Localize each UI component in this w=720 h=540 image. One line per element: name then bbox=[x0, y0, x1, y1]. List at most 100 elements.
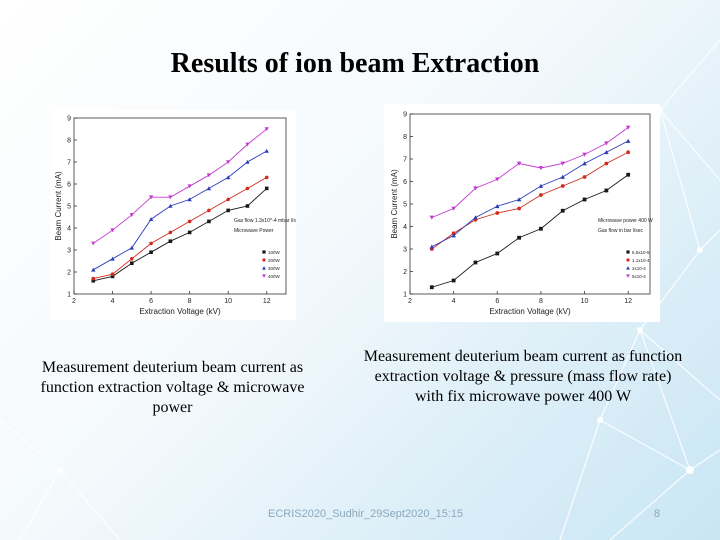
data-point bbox=[538, 183, 544, 188]
data-point bbox=[245, 186, 250, 191]
y-tick-label: 4 bbox=[403, 224, 407, 231]
data-point bbox=[149, 250, 153, 254]
x-tick-label: 10 bbox=[224, 298, 232, 305]
x-tick-label: 6 bbox=[495, 298, 499, 305]
data-point bbox=[538, 166, 544, 171]
chart-pressure: 2 4 6 8 10 12 1 2 3 4 5 6 7 8 9 Extraction Voltage (kV)… bbox=[384, 104, 660, 322]
x-tick-label: 4 bbox=[111, 298, 115, 305]
y-tick-label: 9 bbox=[67, 116, 71, 123]
data-point bbox=[91, 279, 96, 283]
series-line bbox=[93, 128, 268, 244]
series-line bbox=[431, 127, 629, 218]
data-point bbox=[264, 127, 269, 132]
data-point bbox=[206, 173, 212, 178]
legend-marker bbox=[262, 250, 266, 254]
y-tick-label: 9 bbox=[403, 112, 407, 119]
data-point bbox=[560, 161, 566, 166]
data-point bbox=[582, 175, 587, 179]
data-point bbox=[582, 197, 587, 202]
series-line bbox=[431, 151, 629, 250]
data-point bbox=[226, 175, 231, 180]
data-point bbox=[517, 235, 521, 240]
data-point bbox=[207, 219, 211, 224]
data-point bbox=[149, 241, 153, 246]
legend-marker bbox=[262, 266, 266, 270]
data-point bbox=[560, 184, 565, 188]
data-point bbox=[264, 148, 269, 153]
y-tick-label: 3 bbox=[403, 247, 407, 254]
series-line bbox=[431, 140, 629, 248]
data-point bbox=[494, 177, 500, 182]
annotation-text: Microwave Power bbox=[234, 228, 274, 234]
annotation-text: Gas flow in bar l/sec bbox=[598, 228, 644, 234]
legend-entry: 200W bbox=[268, 258, 281, 263]
legend-entry: 5x10-4 bbox=[632, 274, 646, 279]
data-point bbox=[473, 260, 478, 265]
data-point bbox=[494, 203, 500, 209]
y-tick-label: 2 bbox=[67, 270, 71, 277]
data-point bbox=[168, 230, 173, 235]
data-point bbox=[226, 208, 230, 213]
data-point bbox=[148, 195, 154, 200]
data-point bbox=[604, 141, 609, 146]
data-point bbox=[130, 257, 134, 261]
series-line bbox=[93, 150, 267, 271]
data-point bbox=[187, 230, 192, 235]
x-tick-label: 8 bbox=[188, 298, 192, 305]
data-point bbox=[604, 188, 609, 193]
y-axis-label: Beam Current (mA) bbox=[54, 171, 63, 241]
data-point bbox=[226, 197, 230, 202]
x-axis-label: Extraction Voltage (kV) bbox=[139, 307, 221, 316]
data-point bbox=[91, 241, 96, 246]
x-tick-label: 2 bbox=[408, 298, 412, 305]
series-line bbox=[431, 174, 629, 288]
plot-frame bbox=[73, 117, 287, 295]
series-line bbox=[93, 177, 267, 280]
data-point bbox=[516, 197, 522, 202]
annotation-text: Microwave power 400 W bbox=[598, 218, 653, 224]
data-point bbox=[626, 150, 631, 155]
data-point bbox=[245, 142, 250, 147]
annotation-text: Gas flow 1.3x10^-4 mbar l/s bbox=[234, 218, 296, 224]
y-tick-label: 4 bbox=[67, 226, 71, 233]
legend-marker bbox=[626, 258, 630, 262]
data-point bbox=[91, 267, 96, 272]
data-point bbox=[110, 274, 115, 279]
data-point bbox=[582, 161, 587, 166]
data-point bbox=[187, 184, 192, 189]
data-point bbox=[206, 186, 212, 191]
data-point bbox=[148, 217, 154, 221]
x-tick-label: 12 bbox=[624, 298, 632, 305]
series-line bbox=[93, 188, 268, 282]
x-tick-label: 4 bbox=[452, 298, 456, 305]
data-point bbox=[187, 219, 192, 224]
legend-marker bbox=[262, 274, 266, 278]
data-point bbox=[110, 256, 115, 261]
data-point bbox=[207, 208, 211, 213]
caption-power: Measurement deuterium beam current as fu… bbox=[40, 359, 305, 416]
data-point bbox=[473, 215, 478, 220]
y-tick-label: 3 bbox=[67, 248, 71, 255]
legend-marker bbox=[626, 266, 630, 270]
data-point bbox=[168, 195, 173, 200]
data-point bbox=[451, 278, 456, 283]
legend-entry: 1.1x10-4 bbox=[632, 258, 650, 263]
data-point bbox=[129, 213, 134, 217]
data-point bbox=[168, 239, 173, 243]
y-tick-label: 7 bbox=[67, 160, 71, 167]
data-point bbox=[451, 206, 456, 211]
chart-power: 2 4 6 8 10 12 1 2 3 4 5 6 7 8 9 Extraction Voltage (kV)… bbox=[50, 110, 296, 320]
data-point bbox=[625, 138, 631, 143]
y-tick-label: 7 bbox=[403, 157, 407, 164]
data-point bbox=[245, 159, 250, 164]
data-point bbox=[516, 161, 522, 166]
x-axis-label: Extraction Voltage (kV) bbox=[489, 307, 571, 316]
data-point bbox=[626, 172, 631, 177]
data-point bbox=[539, 226, 543, 231]
data-point bbox=[604, 161, 609, 166]
plot-frame bbox=[409, 113, 651, 295]
x-tick-label: 10 bbox=[581, 298, 589, 305]
y-tick-label: 5 bbox=[403, 202, 407, 209]
x-tick-label: 2 bbox=[72, 298, 76, 305]
